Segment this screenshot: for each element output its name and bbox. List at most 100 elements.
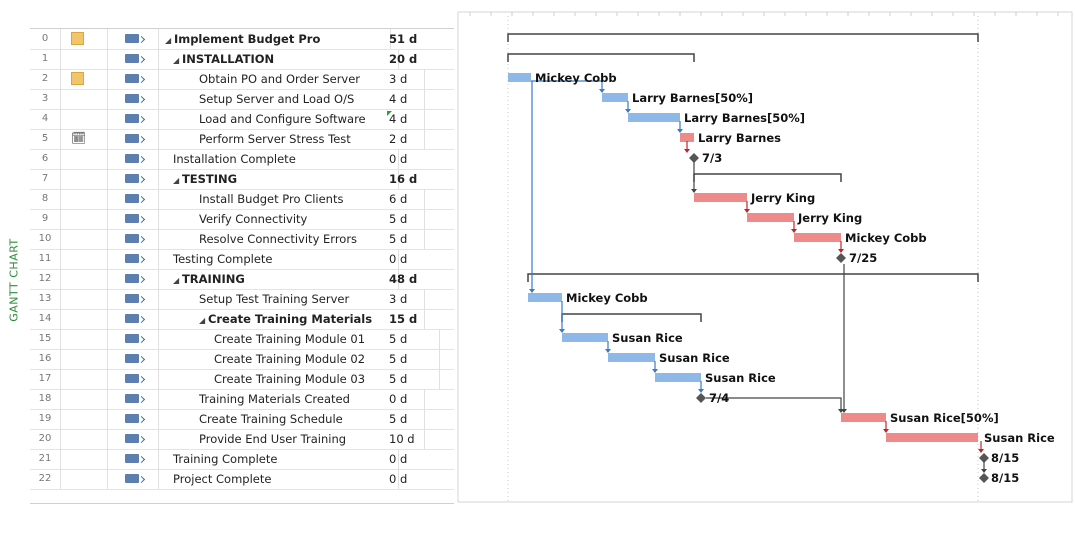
link-arrow — [838, 249, 844, 253]
task-duration[interactable]: 5 d — [385, 349, 458, 369]
task-name[interactable]: Create Training Module 03 — [159, 369, 440, 389]
task-row[interactable]: 21 Training Complete 0 d — [30, 449, 454, 470]
task-duration[interactable]: 5 d — [385, 409, 458, 429]
collapse-triangle-icon[interactable]: ◢ — [173, 276, 182, 285]
collapse-triangle-icon[interactable]: ◢ — [165, 36, 174, 45]
task-duration[interactable]: 5 d — [385, 229, 458, 249]
task-row[interactable]: 9 Verify Connectivity 5 d — [30, 209, 454, 230]
task-duration[interactable]: 4 d — [385, 109, 458, 129]
task-row[interactable]: 10 Resolve Connectivity Errors 5 d — [30, 229, 454, 250]
duration-value: 3 d — [389, 72, 408, 86]
auto-schedule-icon — [125, 394, 139, 403]
task-duration[interactable]: 2 d — [385, 129, 458, 149]
task-name[interactable]: ◢ INSTALLATION — [159, 49, 399, 69]
task-duration[interactable]: 0 d — [385, 149, 458, 169]
indicator-cell — [61, 429, 108, 449]
task-duration[interactable]: 5 d — [385, 369, 458, 389]
task-name[interactable]: Resolve Connectivity Errors — [159, 229, 425, 249]
task-id: 7 — [30, 169, 61, 189]
task-duration[interactable]: 51 d — [385, 29, 458, 49]
task-name[interactable]: ◢ Create Training Materials — [159, 309, 425, 329]
task-duration[interactable]: 3 d — [385, 69, 458, 89]
task-duration[interactable]: 0 d — [385, 389, 458, 409]
calendar-icon[interactable]: 🗓 — [71, 131, 87, 145]
task-duration[interactable]: 5 d — [385, 209, 458, 229]
task-row[interactable]: 2 Obtain PO and Order Server 3 d — [30, 69, 454, 90]
task-row[interactable]: 14 ◢ Create Training Materials 15 d — [30, 309, 454, 330]
task-mode-cell — [108, 349, 159, 369]
task-duration[interactable]: 3 d — [385, 289, 458, 309]
task-duration[interactable]: 48 d — [385, 269, 458, 289]
task-name[interactable]: Perform Server Stress Test — [159, 129, 425, 149]
task-name-text: Create Training Module 02 — [214, 352, 366, 366]
task-row[interactable]: 13 Setup Test Training Server 3 d — [30, 289, 454, 310]
task-row[interactable]: 18 Training Materials Created 0 d — [30, 389, 454, 410]
task-duration[interactable]: 5 d — [385, 329, 458, 349]
task-name[interactable]: Create Training Module 02 — [159, 349, 440, 369]
task-row[interactable]: 20 Provide End User Training 10 d — [30, 429, 454, 450]
resource-label: Susan Rice — [659, 351, 730, 365]
task-row[interactable]: 19 Create Training Schedule 5 d — [30, 409, 454, 430]
task-row[interactable]: 17 Create Training Module 03 5 d — [30, 369, 454, 390]
task-duration[interactable]: 20 d — [385, 49, 458, 69]
duration-value: 0 d — [389, 152, 408, 166]
task-mode-cell — [108, 169, 159, 189]
task-name[interactable]: Project Complete — [159, 469, 399, 489]
auto-schedule-icon — [125, 414, 139, 423]
view-bar[interactable]: GANTT CHART — [0, 0, 28, 536]
task-row[interactable]: 6 Installation Complete 0 d — [30, 149, 454, 170]
task-row[interactable]: 1 ◢ INSTALLATION 20 d — [30, 49, 454, 70]
task-name[interactable]: ◢ TRAINING — [159, 269, 399, 289]
task-name[interactable]: Create Training Schedule — [159, 409, 425, 429]
task-duration[interactable]: 10 d — [385, 429, 458, 449]
task-name[interactable]: Install Budget Pro Clients — [159, 189, 425, 209]
task-name[interactable]: Testing Complete — [159, 249, 399, 269]
critical-task-bar — [694, 193, 747, 202]
task-row[interactable]: 3 Setup Server and Load O/S 4 d — [30, 89, 454, 110]
task-name[interactable]: Setup Server and Load O/S — [159, 89, 425, 109]
note-icon[interactable] — [71, 72, 84, 85]
task-duration[interactable]: 6 d — [385, 189, 458, 209]
collapse-triangle-icon[interactable]: ◢ — [199, 316, 208, 325]
task-id: 6 — [30, 149, 61, 169]
task-name[interactable]: Training Materials Created — [159, 389, 425, 409]
task-row[interactable]: 7 ◢ TESTING 16 d — [30, 169, 454, 190]
task-row[interactable]: 11 Testing Complete 0 d — [30, 249, 454, 270]
task-row[interactable]: 22 Project Complete 0 d — [30, 469, 454, 490]
task-duration[interactable]: 4 d — [385, 89, 458, 109]
dependency-link — [706, 397, 842, 412]
collapse-triangle-icon[interactable]: ◢ — [173, 176, 182, 185]
task-row[interactable]: 5 🗓 Perform Server Stress Test 2 d — [30, 129, 454, 150]
task-name[interactable]: Create Training Module 01 — [159, 329, 440, 349]
task-name[interactable]: Training Complete — [159, 449, 399, 469]
task-row[interactable]: 12 ◢ TRAINING 48 d — [30, 269, 454, 290]
task-duration[interactable]: 0 d — [385, 469, 458, 489]
task-row[interactable]: 16 Create Training Module 02 5 d — [30, 349, 454, 370]
task-duration[interactable]: 0 d — [385, 449, 458, 469]
task-row[interactable]: 15 Create Training Module 01 5 d — [30, 329, 454, 350]
task-duration[interactable]: 15 d — [385, 309, 458, 329]
milestone-diamond — [696, 393, 706, 403]
task-name[interactable]: Provide End User Training — [159, 429, 425, 449]
task-name[interactable]: ◢ Implement Budget Pro — [159, 29, 391, 49]
task-duration[interactable]: 16 d — [385, 169, 458, 189]
note-icon[interactable] — [71, 32, 84, 45]
collapse-triangle-icon[interactable]: ◢ — [173, 56, 182, 65]
auto-schedule-icon — [125, 194, 139, 203]
task-id: 19 — [30, 409, 61, 429]
task-name[interactable]: Installation Complete — [159, 149, 399, 169]
auto-schedule-icon — [125, 354, 139, 363]
task-name[interactable]: Verify Connectivity — [159, 209, 425, 229]
task-row[interactable]: 4 Load and Configure Software 4 d — [30, 109, 454, 130]
task-name[interactable]: Load and Configure Software — [159, 109, 425, 129]
task-mode-cell — [108, 109, 159, 129]
duration-value: 0 d — [389, 472, 408, 486]
task-id: 5 — [30, 129, 61, 149]
task-row[interactable]: 8 Install Budget Pro Clients 6 d — [30, 189, 454, 210]
task-row[interactable]: 0 ◢ Implement Budget Pro 51 d — [30, 29, 454, 50]
task-name[interactable]: Setup Test Training Server — [159, 289, 425, 309]
task-name[interactable]: ◢ TESTING — [159, 169, 399, 189]
task-duration[interactable]: 0 d — [385, 249, 458, 269]
critical-task-bar — [747, 213, 794, 222]
task-name[interactable]: Obtain PO and Order Server — [159, 69, 425, 89]
